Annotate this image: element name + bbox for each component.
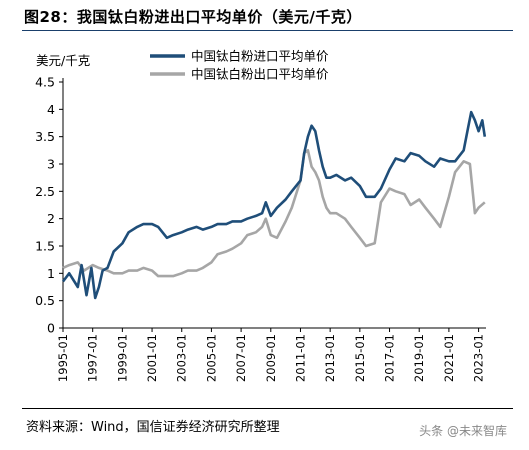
series-line-0	[61, 110, 487, 300]
x-tick-label: 1999-01	[115, 334, 129, 382]
legend-label: 中国钛白粉进口平均单价	[191, 49, 329, 64]
series-line-1	[62, 149, 486, 278]
y-tick-label: 3	[47, 157, 55, 172]
y-tick-label: 3.5	[35, 129, 55, 144]
y-axis-label: 美元/千克	[36, 53, 91, 68]
x-tick-label: 2023-01	[472, 334, 486, 382]
bottom-rule	[22, 408, 513, 409]
x-tick-label: 2021-01	[442, 334, 456, 382]
y-tick-label: 4.5	[35, 75, 55, 90]
x-tick-label: 2017-01	[383, 334, 397, 382]
x-tick-label: 1997-01	[86, 334, 100, 382]
title-rule	[22, 30, 513, 31]
x-tick-label: 2015-01	[353, 334, 367, 382]
x-tick-label: 2013-01	[323, 334, 337, 382]
line-chart: 0 0.5 1 1.5 2 2.5 3 3.5 4 4.5 1995-01 1997-01 1999-0…	[35, 49, 487, 382]
x-tick-label: 2005-01	[204, 334, 218, 382]
x-tick-label: 2009-01	[264, 334, 278, 382]
x-tick-label: 2019-01	[412, 334, 426, 382]
x-tick-label: 2007-01	[234, 334, 248, 382]
y-tick-label: 0	[47, 321, 55, 336]
y-tick-label: 4	[47, 102, 55, 117]
y-tick-label: 1.5	[35, 239, 55, 254]
x-tick-label: 2011-01	[293, 334, 307, 382]
series-lines	[61, 110, 487, 300]
y-tick-label: 0.5	[35, 293, 55, 308]
x-tick-label: 1995-01	[56, 334, 70, 382]
x-tick-label: 2003-01	[175, 334, 189, 382]
watermark: 头条 @未来智库	[419, 424, 507, 438]
y-tick-label: 2	[47, 211, 55, 226]
axes: 0 0.5 1 1.5 2 2.5 3 3.5 4 4.5 1995-01 1997-01 1999-0…	[35, 75, 486, 382]
y-tick-label: 2.5	[35, 184, 55, 199]
y-tick-label: 1	[47, 266, 55, 281]
source-note: 资料来源：Wind，国信证券经济研究所整理	[26, 420, 280, 435]
legend-label: 中国钛白粉出口平均单价	[191, 67, 329, 82]
x-tick-label: 2001-01	[145, 334, 159, 382]
figure-title: 图28：我国钛白粉进出口平均单价（美元/千克）	[24, 8, 362, 26]
